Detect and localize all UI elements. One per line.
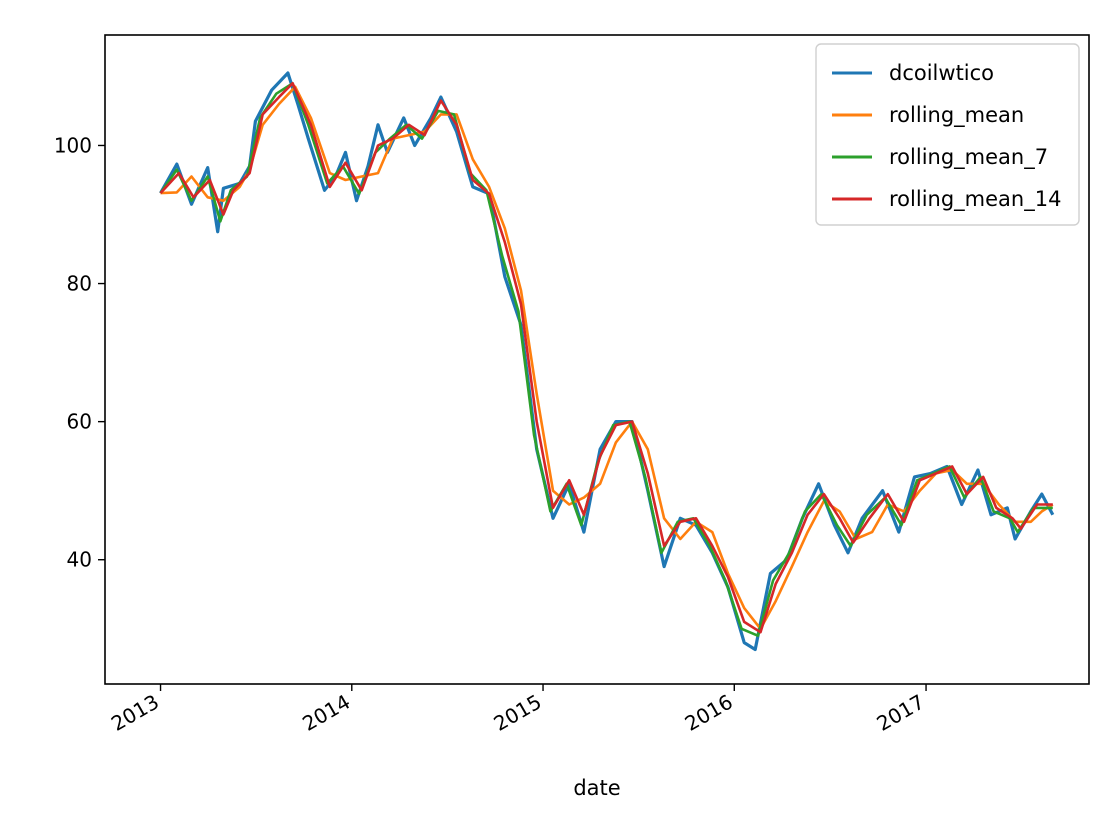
series-line-rolling-mean-14: [159, 82, 1053, 634]
legend-label-dcoilwtico: dcoilwtico: [889, 61, 994, 85]
y-tick-label: 60: [67, 410, 92, 434]
legend-label-rolling-mean-14: rolling_mean_14: [889, 187, 1061, 212]
legend-frame: [815, 43, 1080, 226]
x-axis-label: date: [573, 776, 620, 800]
x-tick-label: 2013: [107, 690, 163, 736]
y-tick-label: 80: [67, 272, 92, 296]
y-tick-label: 40: [67, 548, 92, 572]
legend: dcoilwtico rolling_mean rolling_mean_7 r…: [815, 43, 1080, 226]
legend-label-rolling-mean: rolling_mean: [889, 103, 1024, 128]
plot-frame: [104, 34, 1090, 685]
y-axis: 40 60 80 100: [54, 133, 105, 572]
x-tick-label: 2016: [681, 690, 737, 736]
y-tick-label: 100: [54, 133, 92, 157]
x-tick-label: 2017: [872, 690, 928, 736]
x-axis: 2013 2014 2015 2016 2017: [107, 684, 929, 736]
x-tick-label: 2014: [298, 690, 354, 736]
x-tick-label: 2015: [489, 690, 545, 736]
series-layer: [159, 71, 1055, 652]
legend-label-rolling-mean-7: rolling_mean_7: [889, 145, 1048, 170]
